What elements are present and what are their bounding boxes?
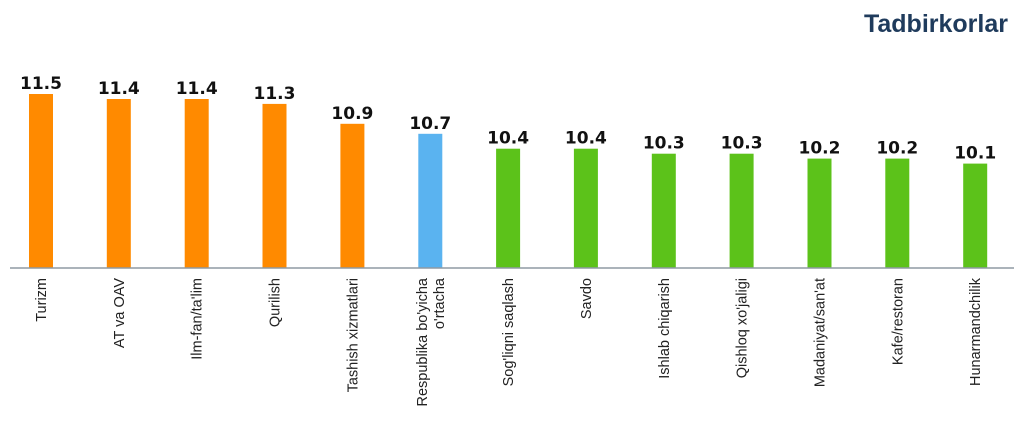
category-label: Turizm — [34, 278, 50, 322]
value-label: 11.4 — [98, 79, 140, 99]
value-label: 10.3 — [643, 134, 685, 154]
category-label: Savdo — [579, 278, 595, 319]
value-label: 11.4 — [176, 79, 218, 99]
chart-title: Tadbirkorlar — [863, 10, 1008, 38]
category-label: Respublika bo'yichao'rtacha — [415, 277, 448, 406]
bar — [184, 99, 209, 268]
bar — [807, 158, 832, 268]
value-label: 11.3 — [254, 84, 296, 104]
value-label: 10.3 — [721, 134, 763, 154]
category-label: Kafe/restoran — [890, 278, 906, 365]
bar — [340, 123, 365, 268]
value-labels-group: 11.5 11.4 11.4 11.3 10.9 10.7 10.4 10.4 10.3 10.3… — [20, 74, 996, 164]
value-label: 10.7 — [409, 114, 451, 134]
bar — [262, 103, 287, 269]
value-label: 11.5 — [20, 74, 62, 94]
category-label: Tashish xizmatlari — [345, 278, 361, 392]
category-labels-group: Turizm AT va OAV Ilm-fan/ta'lim Qurilish Tas… — [34, 277, 984, 406]
bar — [496, 148, 521, 268]
value-label: 10.2 — [876, 139, 918, 159]
category-label: Ilm-fan/ta'lim — [190, 278, 206, 360]
category-label: Qishloq xo'jaligi — [735, 278, 751, 378]
bar — [729, 153, 754, 268]
category-label: Sog'liqni saqlash — [501, 278, 517, 386]
bars-group — [29, 94, 988, 269]
bar — [106, 99, 131, 268]
category-label: Qurilish — [268, 278, 284, 327]
bar — [418, 133, 443, 268]
category-label: AT va OAV — [112, 278, 128, 348]
value-label: 10.1 — [954, 144, 996, 164]
value-label: 10.2 — [799, 139, 841, 159]
bar — [651, 153, 676, 268]
value-label: 10.4 — [565, 129, 607, 149]
value-label: 10.9 — [331, 104, 373, 124]
category-label: Madaniyat/san'at — [813, 278, 829, 387]
value-label: 10.4 — [487, 129, 529, 149]
category-label: Hunarmandchilik — [968, 277, 984, 386]
category-label: Ishlab chiqarish — [657, 278, 673, 379]
bar — [573, 148, 598, 268]
bar — [963, 163, 988, 268]
bar — [885, 158, 910, 268]
bar — [29, 94, 53, 268]
